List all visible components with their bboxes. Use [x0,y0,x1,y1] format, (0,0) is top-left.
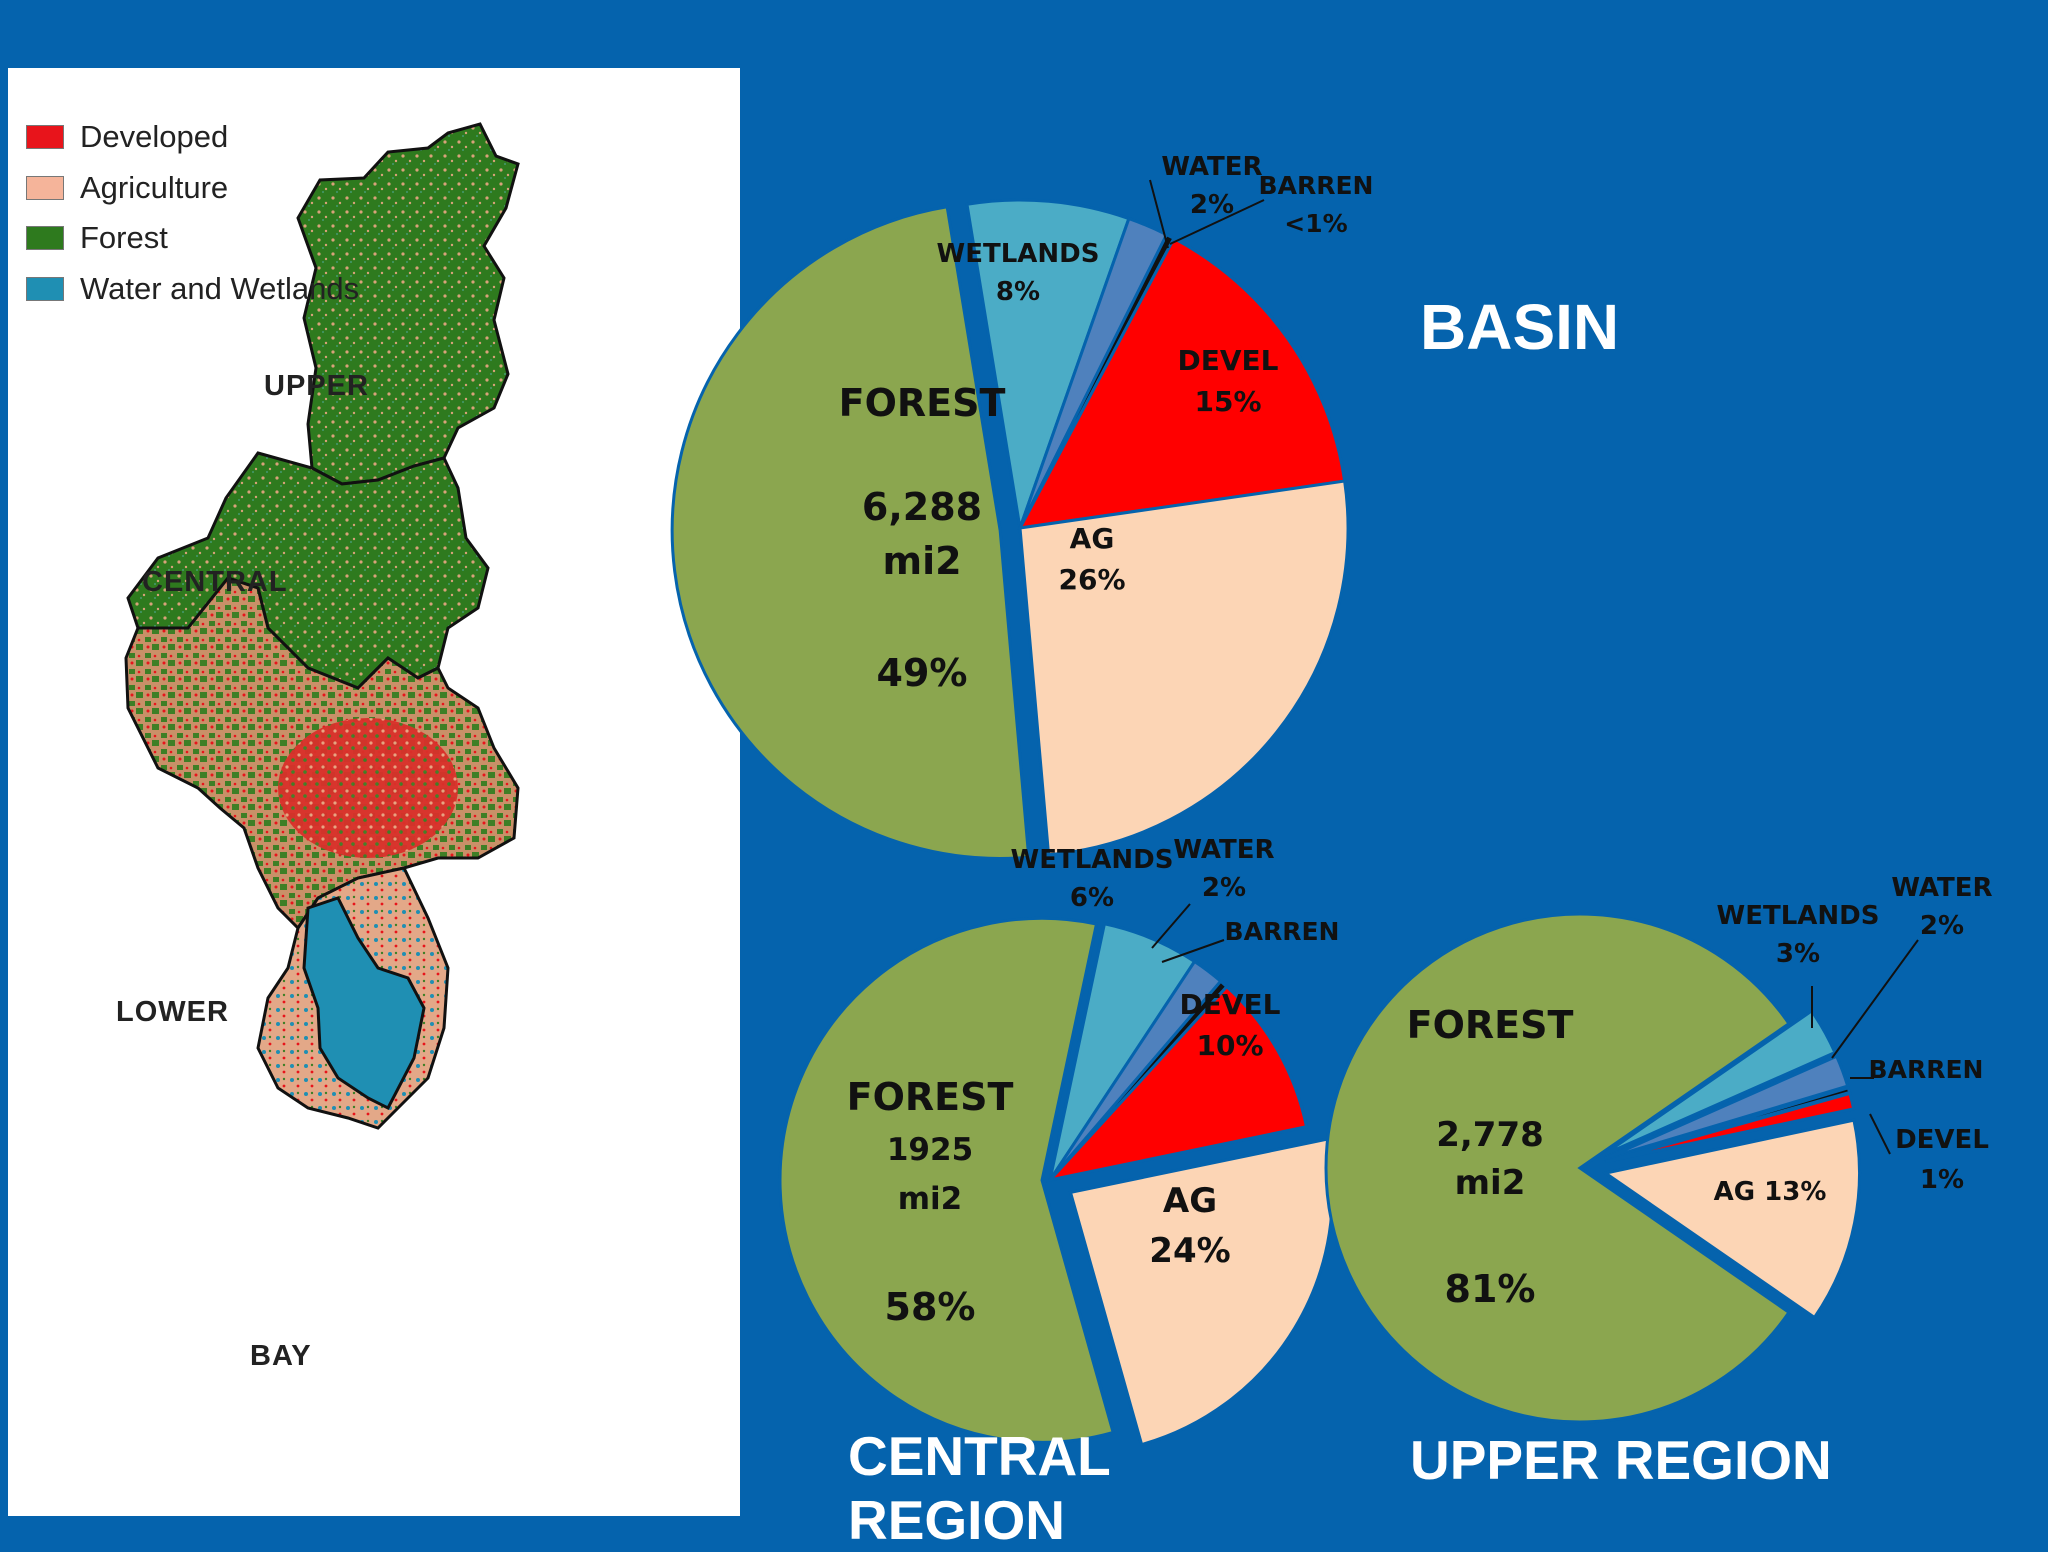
data-label-forest-2: mi2 [1455,1163,1526,1203]
data-label-forest-1: 2,778 [1436,1115,1544,1155]
data-label-forest-3: 58% [885,1285,976,1329]
data-label-barren-1: <1% [1284,209,1347,238]
pie-slice-devel [1604,1091,1856,1164]
pie-slice-forest [670,205,1031,860]
data-label-devel-0: DEVEL [1179,988,1280,1021]
pie-slice-water [1603,1054,1850,1161]
data-label-wetlands-1: 8% [996,277,1040,307]
pie-slice-ag [1018,479,1350,857]
upper-region-title: UPPER REGION [1410,1429,1832,1491]
region-label-upper: UPPER [264,370,369,402]
legend-item-developed: Developed [26,112,359,163]
data-label-wetlands-0: WETLANDS [1717,901,1880,931]
data-label-forest-0: FOREST [839,381,1006,425]
leader-line-water [1151,903,1191,949]
data-label-ag-0: AG 13% [1714,1177,1827,1207]
central-region-title-line1: CENTRAL [848,1425,1111,1487]
data-label-wetlands-0: WETLANDS [937,239,1100,269]
leader-line-barren [1169,199,1265,245]
bay-water-area [302,896,426,1111]
pie-slice-wetlands [965,198,1131,529]
data-label-barren-0: BARREN [1259,171,1374,200]
legend-item-agriculture: Agriculture [26,163,359,214]
urban-core-area [278,718,458,858]
data-label-water-1: 2% [1190,190,1234,220]
pie-chart-basin: FOREST 6,288 mi2 49% WETLANDS 8% WATER 2% BARREN… [670,152,1374,860]
data-label-barren-0: BARREN [1225,917,1340,946]
pie-slice-devel [1045,984,1309,1183]
legend-swatch-forest [26,226,64,251]
data-label-water-1: 2% [1202,873,1246,903]
data-label-wetlands-1: 3% [1776,939,1820,969]
basin-title: BASIN [1420,291,1620,363]
leader-line-water [1831,939,1919,1059]
data-label-forest-3: 49% [877,651,968,695]
data-label-ag-0: AG [1070,522,1115,555]
watershed-map [124,122,520,1130]
data-label-devel-1: 10% [1196,1029,1263,1062]
pie-slice-devel [1017,236,1347,530]
data-label-devel-1: 1% [1920,1165,1964,1195]
data-label-barren-0: BARREN [1869,1055,1984,1084]
region-label-central: CENTRAL [142,566,288,598]
legend-item-forest: Forest [26,213,359,264]
legend-swatch-water-wetlands [26,276,64,301]
data-label-devel-0: DEVEL [1895,1125,1989,1155]
legend-swatch-developed [26,125,64,150]
legend-swatch-agriculture [26,175,64,200]
data-label-forest-2: mi2 [898,1181,963,1217]
data-label-forest-3: 81% [1445,1267,1536,1311]
data-label-water-0: WATER [1891,873,1992,903]
data-label-forest-0: FOREST [1407,1003,1574,1047]
legend-label-water-wetlands: Water and Wetlands [80,270,360,306]
data-label-water-0: WATER [1173,835,1274,865]
pie-slice-forest [778,916,1116,1444]
legend-label-developed: Developed [80,119,229,155]
map-legend: Developed Agriculture Forest Water and W… [26,112,359,314]
data-label-wetlands-0: WETLANDS [1011,845,1174,875]
central-region-title: CENTRAL REGION [848,1424,1111,1552]
data-label-devel-1: 15% [1194,385,1261,418]
data-label-devel-0: DEVEL [1177,344,1278,377]
legend-item-water-wetlands: Water and Wetlands [26,264,359,315]
legend-label-agriculture: Agriculture [80,169,229,205]
legend-label-forest: Forest [80,220,168,256]
data-label-water-0: WATER [1161,152,1262,182]
leader-line-barren [1161,939,1225,963]
data-label-water-1: 2% [1920,911,1964,941]
leader-line-devel [1869,1113,1891,1155]
data-label-forest-2: mi2 [882,539,961,583]
data-label-ag-1: 26% [1058,563,1125,596]
pie-chart-central: FOREST 1925 mi2 58% WETLANDS 6% WATER 2% BARREN D… [778,835,1340,1447]
region-label-bay: BAY [250,1340,312,1372]
data-label-forest-1: 6,288 [862,485,982,529]
pie-slice-ag [1601,1118,1861,1320]
pie-slice-forest [1324,912,1792,1424]
pie-chart-upper: FOREST 2,778 mi2 81% WETLANDS 3% WATER 2% BARREN… [1324,873,1993,1424]
data-label-forest-1: 1925 [887,1132,973,1168]
data-label-ag-0: AG [1163,1181,1217,1221]
data-label-wetlands-1: 6% [1070,883,1114,913]
region-label-lower: LOWER [116,996,229,1028]
data-label-forest-0: FOREST [847,1075,1014,1119]
data-label-ag-1: 24% [1149,1231,1230,1271]
central-region-title-line2: REGION [848,1489,1065,1551]
land-use-map-panel: Developed Agriculture Forest Water and W… [8,68,740,1516]
leader-line-water [1149,179,1169,249]
